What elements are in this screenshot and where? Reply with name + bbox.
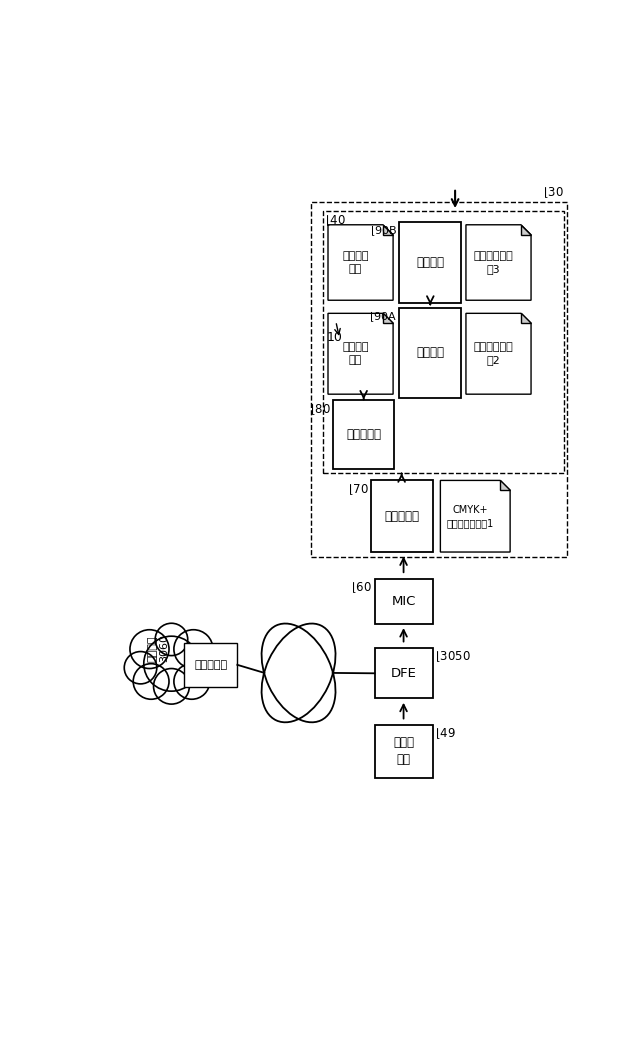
Circle shape <box>133 664 169 699</box>
Text: $\lfloor$90B: $\lfloor$90B <box>370 223 397 238</box>
Text: ホスト
装置: ホスト 装置 <box>393 737 414 767</box>
Bar <box>374 579 433 623</box>
Polygon shape <box>328 314 393 394</box>
Bar <box>374 725 433 777</box>
Polygon shape <box>521 224 531 235</box>
Circle shape <box>154 668 189 704</box>
Circle shape <box>124 651 157 684</box>
Text: 後処理機: 後処理機 <box>416 256 444 269</box>
Text: DFE: DFE <box>390 667 417 680</box>
Bar <box>333 400 394 469</box>
Polygon shape <box>383 314 393 323</box>
Text: 定着温度
通常: 定着温度 通常 <box>342 342 369 366</box>
Text: 10: 10 <box>326 331 342 344</box>
Text: 定着温度
低温: 定着温度 低温 <box>342 250 369 274</box>
Polygon shape <box>521 314 531 323</box>
Text: $\lfloor$49: $\lfloor$49 <box>435 727 456 742</box>
Bar <box>374 648 433 698</box>
Text: プリンタ機: プリンタ機 <box>384 510 419 523</box>
Text: $\lfloor$80: $\lfloor$80 <box>310 402 331 417</box>
Text: $\lfloor$3050: $\lfloor$3050 <box>435 649 470 665</box>
Text: MIC: MIC <box>392 594 416 608</box>
Text: クリアトナー
版3: クリアトナー 版3 <box>474 250 513 274</box>
Polygon shape <box>466 314 531 394</box>
Text: $\lfloor$60: $\lfloor$60 <box>351 581 372 595</box>
Circle shape <box>144 636 199 691</box>
Text: 後処理機: 後処理機 <box>416 346 444 359</box>
Text: $\lfloor$30: $\lfloor$30 <box>543 186 564 201</box>
Circle shape <box>186 651 219 684</box>
Text: $\lfloor$90A: $\lfloor$90A <box>369 310 397 324</box>
Polygon shape <box>440 480 510 552</box>
Bar <box>323 211 564 473</box>
Polygon shape <box>466 224 531 300</box>
Bar <box>311 202 566 557</box>
Circle shape <box>155 623 188 656</box>
Text: クリアトナー
版2: クリアトナー 版2 <box>474 342 513 366</box>
Polygon shape <box>383 224 393 235</box>
Bar <box>399 308 461 398</box>
Text: $\lfloor$70: $\lfloor$70 <box>348 482 368 497</box>
Bar <box>371 480 433 552</box>
Text: $\lfloor$40: $\lfloor$40 <box>325 213 346 228</box>
Circle shape <box>174 664 210 699</box>
Text: クラウド: クラウド <box>147 635 157 662</box>
Text: グロッサー: グロッサー <box>346 428 381 442</box>
Polygon shape <box>500 480 510 490</box>
Text: 3060: 3060 <box>159 634 169 662</box>
Text: サーバ装置: サーバ装置 <box>194 660 227 670</box>
Circle shape <box>130 630 169 668</box>
Bar <box>184 643 237 687</box>
Polygon shape <box>328 224 393 300</box>
Bar <box>399 221 461 303</box>
Text: CMYK+
クリアトナー版1: CMYK+ クリアトナー版1 <box>447 505 494 528</box>
Circle shape <box>174 630 213 668</box>
